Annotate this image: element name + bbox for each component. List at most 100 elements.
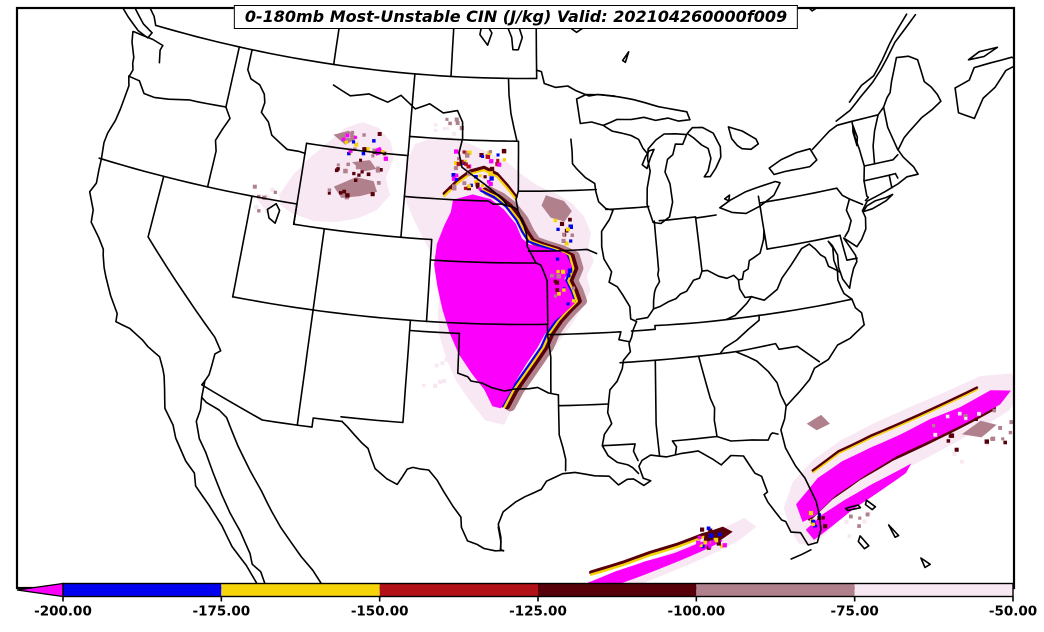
cin-speckles-atlantic-ne-speckles bbox=[932, 408, 1014, 464]
boundary-line bbox=[694, 214, 717, 219]
water-body-outline bbox=[768, 148, 818, 176]
boundary-line bbox=[341, 420, 505, 552]
boundary-line bbox=[697, 355, 718, 438]
boundary-line bbox=[863, 153, 899, 167]
boundary-line bbox=[425, 259, 432, 323]
colorbar-tick-label: -75.00 bbox=[831, 604, 879, 620]
colorbar-segment bbox=[854, 583, 1013, 597]
boundary-line bbox=[154, 24, 538, 80]
boundary-line bbox=[872, 114, 879, 165]
boundary-line bbox=[296, 309, 314, 426]
boundary-line bbox=[635, 229, 765, 321]
cin-core-gulf-core bbox=[587, 537, 723, 588]
cin-region-iowa-mauve bbox=[541, 195, 572, 222]
colorbar-tick-label: -150.00 bbox=[351, 604, 409, 620]
boundary-line bbox=[652, 220, 661, 310]
cin-fringe-plains-east-fringe bbox=[481, 187, 582, 410]
boundary-line bbox=[407, 73, 416, 157]
water-body-outline bbox=[646, 133, 688, 225]
boundary-line bbox=[851, 120, 870, 202]
water-body-outline bbox=[727, 126, 760, 151]
boundary-line bbox=[98, 157, 298, 205]
boundary-line bbox=[750, 243, 811, 301]
boundary-line bbox=[305, 142, 409, 157]
colorbar-segment bbox=[221, 583, 380, 597]
cin-speckles-montana-speckles bbox=[341, 130, 388, 162]
colorbar-tick-label: -100.00 bbox=[667, 604, 725, 620]
water-body-outline bbox=[967, 46, 999, 61]
boundary-line bbox=[408, 135, 518, 142]
boundary-line bbox=[515, 140, 520, 212]
boundary-line bbox=[517, 209, 549, 326]
cin-speckles-bahamas-speckles bbox=[844, 511, 871, 539]
boundary-line bbox=[603, 125, 648, 154]
cin-speckles-plains-east-speckles bbox=[550, 217, 576, 306]
cin-core-plains-core bbox=[434, 194, 575, 409]
boundary-line bbox=[894, 172, 899, 179]
boundary-line bbox=[882, 55, 939, 108]
boundary-line bbox=[716, 432, 779, 442]
water-body-outline bbox=[808, 8, 818, 12]
boundary-line bbox=[848, 13, 908, 103]
cin-core-atlantic-core-south bbox=[805, 463, 912, 540]
water-body-outline bbox=[862, 193, 894, 213]
boundary-line bbox=[292, 203, 298, 225]
boundary-line bbox=[811, 106, 885, 151]
colorbar-tick-label: -200.00 bbox=[34, 604, 92, 620]
cin-speckles-west-texas-speckles bbox=[422, 358, 449, 388]
boundary-line bbox=[247, 48, 306, 155]
colorbar-underflow-arrow bbox=[16, 582, 64, 598]
boundary-line bbox=[340, 319, 412, 424]
water-body-outline bbox=[852, 124, 859, 147]
boundary-line bbox=[557, 403, 609, 407]
boundary-line bbox=[601, 443, 639, 462]
boundary-line bbox=[457, 332, 461, 374]
boundary-line bbox=[605, 205, 650, 211]
cin-region-georgia-mauve bbox=[806, 414, 830, 431]
boundary-line bbox=[808, 243, 842, 274]
boundary-line bbox=[201, 380, 343, 428]
water-body-outline bbox=[723, 194, 731, 202]
boundary-line bbox=[758, 187, 838, 204]
cin-speckles-east-montana-speckles bbox=[434, 117, 464, 136]
boundary-line bbox=[147, 175, 222, 399]
geography-layer bbox=[88, 8, 1014, 588]
boundary-line bbox=[429, 238, 433, 261]
boundary-line bbox=[546, 331, 630, 343]
boundary-line bbox=[863, 172, 897, 182]
water-body-outline bbox=[686, 126, 722, 178]
boundary-line bbox=[888, 174, 893, 189]
boundary-line bbox=[312, 228, 326, 311]
colorbar-tick-label: -175.00 bbox=[192, 604, 250, 620]
boundary-line bbox=[132, 30, 164, 47]
boundary-line bbox=[409, 329, 461, 335]
boundary-line bbox=[719, 314, 760, 355]
boundary-line bbox=[619, 352, 721, 364]
boundary-line bbox=[725, 295, 753, 321]
boundary-line bbox=[292, 223, 433, 241]
water-body-outline bbox=[864, 499, 877, 511]
boundary-line bbox=[630, 318, 727, 332]
cin-speckles-plains-north-speckles bbox=[448, 148, 507, 191]
plot-title: 0-180mb Most-Unstable CIN (J/kg) Valid: … bbox=[233, 5, 799, 29]
boundary-line bbox=[737, 279, 753, 299]
water-body-outline bbox=[641, 148, 655, 170]
boundary-line bbox=[735, 350, 787, 407]
boundary-line bbox=[507, 77, 518, 142]
cin-fringe-atlantic-band-north-fringe bbox=[812, 388, 979, 474]
cin-shading-layer bbox=[252, 117, 1014, 588]
water-body-outline bbox=[621, 51, 630, 64]
cin-region-wyoming-mauve-2 bbox=[352, 160, 377, 172]
water-body-outline bbox=[887, 524, 900, 539]
water-body-outline bbox=[857, 535, 870, 550]
colorbar-segment bbox=[379, 583, 538, 597]
cin-fringe-plains-east-fringe bbox=[479, 189, 576, 408]
boundary-line bbox=[839, 234, 858, 261]
water-body-outline bbox=[122, 8, 153, 39]
boundary-line bbox=[671, 440, 678, 456]
cin-fringe-plains-east-fringe bbox=[480, 188, 578, 409]
boundary-line bbox=[790, 549, 812, 560]
boundary-line bbox=[654, 359, 661, 457]
boundary-line bbox=[694, 217, 703, 272]
